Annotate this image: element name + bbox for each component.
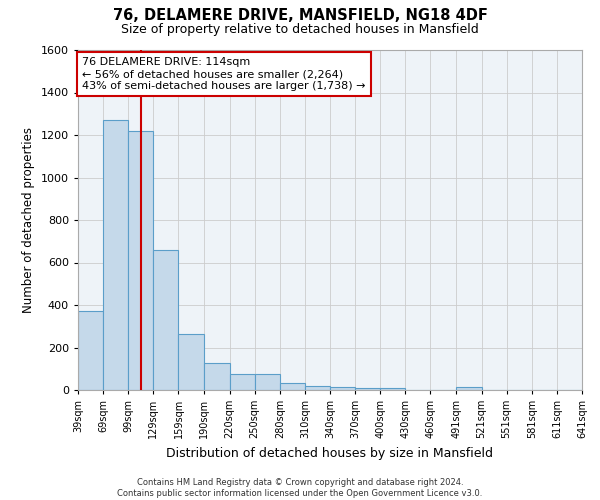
- Text: 76 DELAMERE DRIVE: 114sqm
← 56% of detached houses are smaller (2,264)
43% of se: 76 DELAMERE DRIVE: 114sqm ← 56% of detac…: [82, 58, 365, 90]
- Bar: [280, 382, 305, 390]
- Bar: [380, 388, 406, 390]
- Y-axis label: Number of detached properties: Number of detached properties: [22, 127, 35, 313]
- Bar: [230, 374, 254, 390]
- Bar: [78, 312, 103, 390]
- Bar: [457, 387, 482, 390]
- Text: Size of property relative to detached houses in Mansfield: Size of property relative to detached ho…: [121, 22, 479, 36]
- Bar: [128, 130, 154, 390]
- Bar: [178, 334, 203, 390]
- Bar: [254, 374, 280, 390]
- Bar: [355, 388, 380, 390]
- Bar: [205, 364, 230, 390]
- X-axis label: Distribution of detached houses by size in Mansfield: Distribution of detached houses by size …: [167, 446, 493, 460]
- Bar: [305, 386, 330, 390]
- Text: 76, DELAMERE DRIVE, MANSFIELD, NG18 4DF: 76, DELAMERE DRIVE, MANSFIELD, NG18 4DF: [113, 8, 487, 22]
- Text: Contains HM Land Registry data © Crown copyright and database right 2024.
Contai: Contains HM Land Registry data © Crown c…: [118, 478, 482, 498]
- Bar: [103, 120, 128, 390]
- Bar: [330, 387, 355, 390]
- Bar: [154, 250, 178, 390]
